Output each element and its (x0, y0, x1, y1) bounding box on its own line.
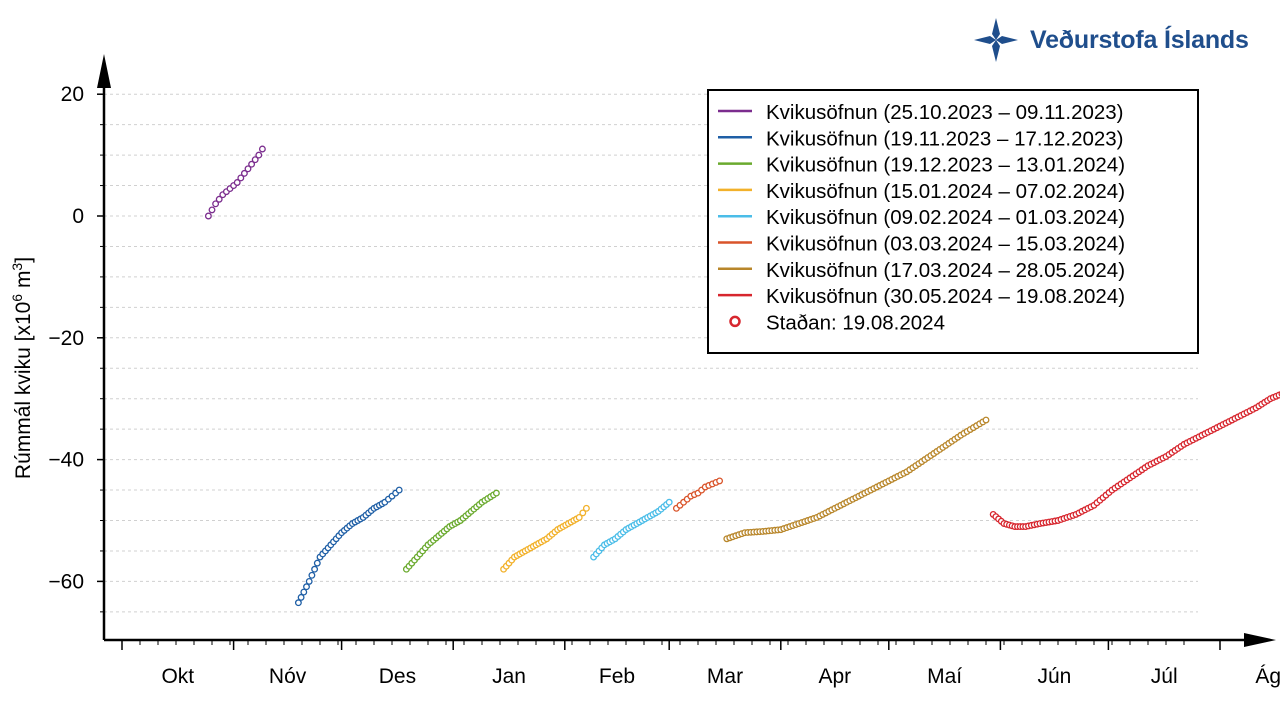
x-tick-label: Maí (927, 665, 962, 688)
x-tick-label: Nóv (269, 665, 307, 688)
x-axis-arrow (1244, 633, 1276, 647)
data-point (215, 195, 223, 203)
data-point (313, 559, 321, 567)
brand-logo: Veðurstofa Íslands (972, 16, 1249, 64)
legend-entry: Kvikusöfnun (09.02.2024 – 01.03.2024) (766, 206, 1125, 229)
data-point (208, 206, 216, 214)
data-point (244, 165, 252, 173)
legend-current-entry: Staðan: 19.08.2024 (766, 311, 945, 334)
legend-entry: Kvikusöfnun (17.03.2024 – 28.05.2024) (766, 259, 1125, 282)
data-point (248, 160, 256, 168)
data-point (297, 593, 305, 601)
data-point (982, 416, 990, 424)
series (204, 145, 266, 220)
x-tick-label: Jún (1037, 665, 1071, 688)
data-point (294, 599, 302, 607)
x-ticks: Okt Nóv Des Jan Feb Mar Apr Maí Jún Júl Ágú (121, 640, 1280, 688)
logo-mark-icon (974, 18, 1018, 62)
y-tick-label: −20 (48, 327, 84, 350)
x-tick-label: Apr (818, 665, 851, 688)
x-tick-label: Júl (1151, 665, 1178, 688)
legend-entry: Kvikusöfnun (19.11.2023 – 17.12.2023) (766, 127, 1124, 150)
x-tick-label: Okt (161, 665, 194, 688)
y-ticks: 20 0 −20 −40 −60 (48, 83, 104, 613)
data-point (251, 156, 259, 164)
series (402, 489, 500, 573)
series (989, 390, 1280, 531)
brand-name: Veðurstofa Íslands (1030, 25, 1249, 54)
data-point (305, 577, 313, 585)
x-tick-label: Mar (707, 665, 743, 688)
data-point (300, 588, 308, 596)
y-tick-label: −60 (48, 570, 84, 593)
data-point (240, 169, 248, 177)
series (500, 504, 590, 573)
legend-box (707, 89, 1199, 354)
x-tick-label: Feb (599, 665, 635, 688)
data-point (395, 486, 403, 494)
data-point (311, 565, 319, 573)
grid-lines (104, 93, 1198, 613)
data-point (665, 498, 673, 506)
legend-current-marker (729, 315, 741, 328)
y-axis-arrow (97, 54, 111, 88)
y-tick-label: −40 (48, 449, 84, 472)
series (294, 486, 403, 607)
y-axis-label-base: Rúmmál kviku [x10 (12, 302, 35, 479)
data-point (303, 583, 310, 591)
series (590, 498, 673, 561)
series (723, 416, 990, 543)
legend: Kvikusöfnun (25.10.2023 – 09.11.2023) Kvi… (707, 89, 1199, 354)
data-point (579, 509, 587, 517)
legend-entry: Kvikusöfnun (19.12.2023 – 13.01.2024) (766, 154, 1125, 177)
y-axis-label-end: ] (12, 257, 35, 263)
data-point (582, 504, 590, 512)
x-tick-label: Jan (492, 665, 526, 688)
x-tick-label: Des (379, 665, 416, 688)
data-point (233, 179, 241, 186)
axes (97, 54, 1276, 647)
data-point (716, 477, 724, 485)
data-point (237, 174, 245, 182)
x-tick-label: Ágú (1255, 665, 1280, 688)
data-point (204, 212, 212, 220)
data-point (258, 145, 266, 153)
y-axis-label-exp2: 3 (9, 263, 25, 271)
legend-entry: Kvikusöfnun (25.10.2023 – 09.11.2023) (766, 101, 1124, 124)
series-group (204, 145, 1280, 607)
legend-entry: Kvikusöfnun (15.01.2024 – 07.02.2024) (766, 180, 1125, 203)
series (672, 477, 724, 512)
y-tick-label: 20 (61, 83, 84, 106)
legend-entry: Kvikusöfnun (30.05.2024 – 19.08.2024) (766, 285, 1125, 308)
data-point (212, 200, 220, 208)
y-tick-label: 0 (72, 205, 84, 228)
data-point (492, 489, 500, 497)
legend-entry: Kvikusöfnun (03.03.2024 – 15.03.2024) (766, 233, 1125, 256)
data-point (255, 151, 263, 159)
y-axis-label-mid: m (12, 271, 35, 294)
y-axis-label: Rúmmál kviku [x106 m3] (9, 257, 35, 479)
data-point (308, 571, 316, 579)
data-point (575, 514, 583, 521)
y-axis-label-exp1: 6 (9, 294, 25, 302)
